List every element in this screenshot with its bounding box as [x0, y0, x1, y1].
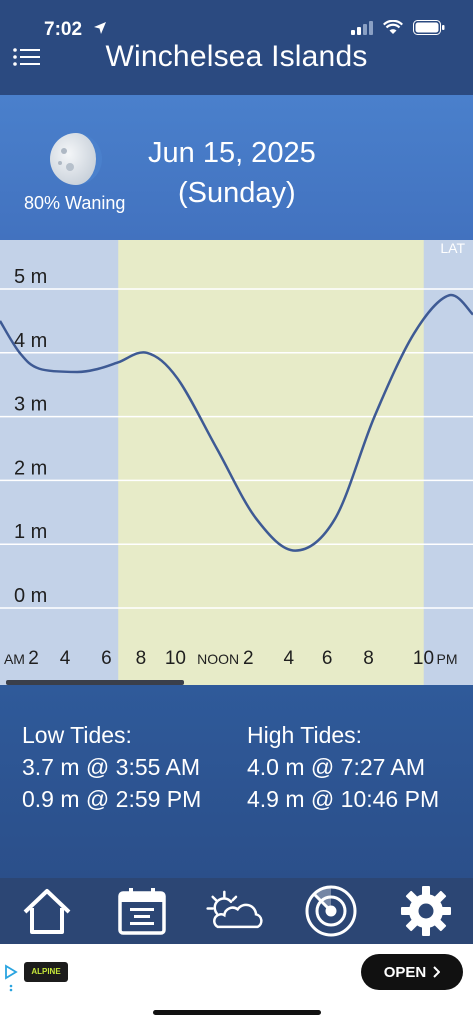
menu-icon[interactable] — [12, 44, 42, 70]
date-panel: 80% Waning Jun 15, 2025 (Sunday) — [0, 95, 473, 240]
battery-icon — [413, 20, 445, 35]
x-tick-label: 8 — [136, 648, 147, 669]
x-tick-label: 8 — [363, 648, 374, 669]
ad-choices-icon[interactable] — [4, 964, 18, 994]
nav-radar[interactable] — [301, 883, 361, 939]
x-tick-label: 2 — [28, 648, 39, 669]
y-tick-label: 4 m — [14, 330, 47, 352]
moon-phase-label: 80% Waning — [24, 193, 126, 213]
top-bar: 7:02 Winchelsea Islands — [0, 0, 473, 95]
radar-icon — [305, 885, 357, 937]
x-tick-label: 6 — [322, 648, 333, 669]
nav-calendar[interactable] — [112, 883, 172, 939]
status-icons — [351, 20, 445, 35]
x-tick-label: 4 — [60, 648, 71, 669]
location-arrow-icon — [94, 22, 106, 34]
moon-phase-icon — [50, 133, 102, 185]
y-tick-label: 3 m — [14, 394, 47, 416]
y-tick-label: 2 m — [14, 457, 47, 479]
nav-home[interactable] — [17, 883, 77, 939]
high-tides: High Tides: 4.0 m @ 7:27 AM 4.9 m @ 10:4… — [247, 719, 439, 815]
high-tide-item: 4.9 m @ 10:46 PM — [247, 786, 440, 812]
x-tick-label: 4 — [283, 648, 294, 669]
low-tide-item: 0.9 m @ 2:59 PM — [22, 786, 202, 812]
home-indicator[interactable] — [153, 1010, 321, 1015]
chart-scrollbar[interactable] — [6, 680, 184, 685]
page-title: Winchelsea Islands — [105, 40, 368, 73]
x-tick-label: 10 — [413, 648, 434, 669]
low-tide-item: 3.7 m @ 3:55 AM — [22, 754, 201, 780]
date-label[interactable]: Jun 15, 2025 — [148, 137, 316, 169]
nav-weather[interactable] — [206, 883, 266, 939]
calendar-icon — [118, 888, 166, 935]
signal-icon — [351, 20, 373, 35]
y-tick-label: 0 m — [14, 585, 47, 607]
gear-icon — [400, 886, 451, 936]
x-tick-label: 2 — [243, 648, 254, 669]
x-tick-label: PM — [437, 651, 458, 667]
ad-logo[interactable]: ALPINE — [24, 962, 68, 982]
low-tides: Low Tides: 3.7 m @ 3:55 AM 0.9 m @ 2:59 … — [22, 719, 201, 815]
x-tick-label: NOON — [197, 651, 239, 667]
home-bar — [0, 1002, 473, 1024]
status-time: 7:02 — [44, 19, 83, 40]
ad-open-button[interactable]: OPEN — [361, 954, 463, 990]
tide-summary: Low Tides: 3.7 m @ 3:55 AM 0.9 m @ 2:59 … — [0, 685, 473, 878]
weekday-label: (Sunday) — [178, 177, 296, 209]
low-tides-title: Low Tides: — [22, 722, 132, 748]
x-tick-label: 10 — [165, 648, 186, 669]
ad-open-label: OPEN — [383, 963, 427, 981]
chevron-right-icon — [433, 966, 441, 978]
weather-icon — [206, 890, 264, 929]
nav-settings[interactable] — [396, 883, 456, 939]
high-tides-title: High Tides: — [247, 722, 363, 748]
daylight-band — [118, 240, 424, 685]
y-tick-label: 5 m — [14, 266, 47, 288]
wifi-icon — [383, 20, 403, 34]
ad-banner[interactable]: ALPINE OPEN — [0, 944, 473, 1002]
bottom-nav — [0, 878, 473, 944]
y-tick-label: 1 m — [14, 521, 47, 543]
tide-curve — [0, 293, 473, 552]
chart-corner-label: LAT — [440, 240, 465, 256]
ad-brand: ALPINE — [31, 967, 61, 976]
x-tick-label: AM — [4, 651, 25, 667]
home-icon — [23, 889, 71, 934]
x-tick-label: 6 — [101, 648, 112, 669]
high-tide-item: 4.0 m @ 7:27 AM — [247, 754, 426, 780]
